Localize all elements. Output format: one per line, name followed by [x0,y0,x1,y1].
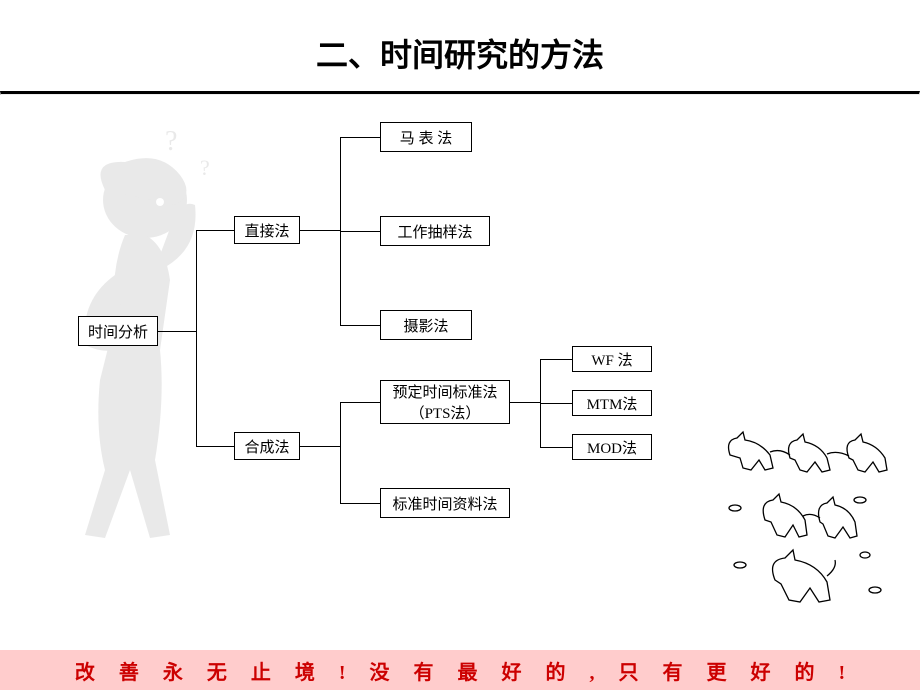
dogs-illustration [715,420,895,610]
connector [340,231,380,232]
node-root: 时间分析 [78,316,158,346]
connector [340,137,380,138]
node-stopw: 马 表 法 [380,122,472,152]
connector [510,402,540,403]
footer-text: 改善永无止境!没有最好的,只有更好的! [63,656,857,685]
node-synth: 合成法 [234,432,300,460]
node-stdres: 标准时间资料法 [380,488,510,518]
node-mod: MOD法 [572,434,652,460]
node-mtm: MTM法 [572,390,652,416]
connector [340,402,380,403]
connector [340,402,341,503]
node-sample: 工作抽样法 [380,216,490,246]
connector [540,359,572,360]
connector [158,331,196,332]
connector [196,446,234,447]
footer-banner: 改善永无止境!没有最好的,只有更好的! [0,650,920,690]
connector [540,447,572,448]
connector [300,446,340,447]
node-wf: WF 法 [572,346,652,372]
node-photo: 摄影法 [380,310,472,340]
connector [340,325,380,326]
node-pts: 预定时间标准法（PTS法） [380,380,510,424]
connector [340,503,380,504]
connector [196,230,234,231]
page-title: 二、时间研究的方法 [0,0,920,91]
connector [196,230,197,446]
node-direct: 直接法 [234,216,300,244]
connector [540,403,572,404]
connector [300,230,340,231]
